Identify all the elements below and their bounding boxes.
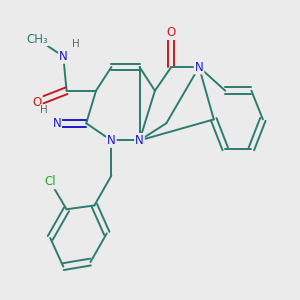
Text: N: N	[195, 61, 203, 74]
Text: N: N	[107, 134, 116, 147]
Text: Cl: Cl	[44, 175, 56, 188]
Text: O: O	[167, 26, 176, 39]
Text: O: O	[32, 96, 42, 109]
Text: N: N	[52, 117, 61, 130]
Text: N: N	[59, 50, 68, 63]
Text: CH₃: CH₃	[26, 33, 48, 46]
Text: H: H	[71, 39, 79, 49]
Text: N: N	[135, 134, 144, 147]
Text: H: H	[40, 105, 48, 115]
